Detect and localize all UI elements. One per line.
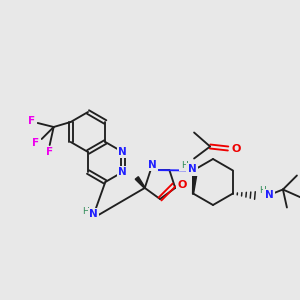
Polygon shape bbox=[193, 171, 197, 194]
Text: N: N bbox=[148, 160, 157, 170]
Text: N: N bbox=[118, 167, 127, 177]
Polygon shape bbox=[135, 177, 145, 188]
Text: F: F bbox=[46, 147, 53, 157]
Text: H: H bbox=[82, 206, 89, 215]
Text: F: F bbox=[32, 138, 39, 148]
Text: H: H bbox=[260, 186, 266, 195]
Text: O: O bbox=[177, 180, 187, 190]
Text: N: N bbox=[118, 147, 127, 157]
Text: O: O bbox=[231, 143, 241, 154]
Text: H: H bbox=[181, 161, 188, 170]
Text: N: N bbox=[265, 190, 273, 200]
Text: N: N bbox=[188, 164, 197, 175]
Text: F: F bbox=[28, 116, 35, 126]
Text: N: N bbox=[89, 209, 98, 219]
